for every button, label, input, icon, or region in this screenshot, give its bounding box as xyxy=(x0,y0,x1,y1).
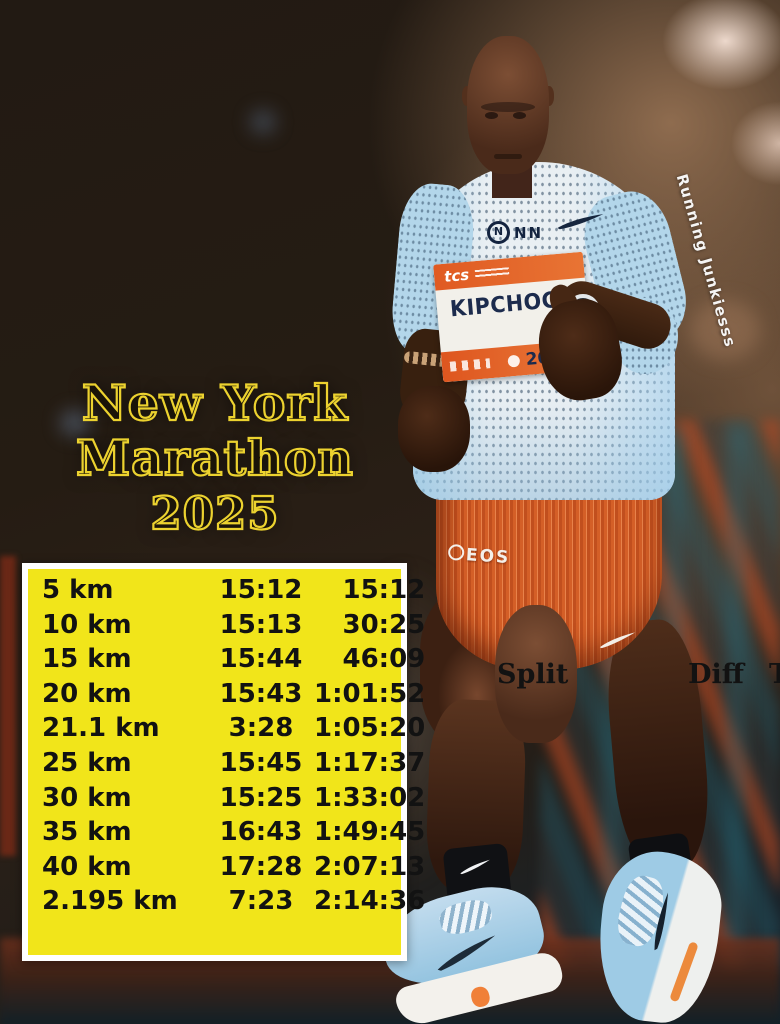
nike-swoosh-icon xyxy=(460,859,490,875)
bokeh-spot xyxy=(250,110,276,134)
tcs-logo: tcs xyxy=(443,265,470,286)
nike-swoosh-icon xyxy=(557,214,604,230)
ineos-ring-icon xyxy=(447,543,465,561)
bib-sponsor-marks xyxy=(449,358,491,372)
table-row: 20 km 15:43 1:01:52 xyxy=(42,678,426,709)
nike-swoosh-icon xyxy=(599,632,636,649)
title-line-2: Marathon xyxy=(75,429,355,487)
table-row: 10 km 15:13 30:25 xyxy=(42,609,426,640)
ineos-logo-text: EOS xyxy=(465,545,511,569)
table-row: 21.1 km 3:28 1:05:20 xyxy=(42,713,426,744)
table-row: 5 km 15:12 15:12 xyxy=(42,575,426,606)
nike-swoosh-icon xyxy=(654,892,669,951)
table-row: 2.195 km 7:23 2:14:36 xyxy=(42,886,426,917)
table-row: 15 km 15:44 46:09 xyxy=(42,644,426,675)
splits-table-header: Split Diff Time xyxy=(495,605,780,743)
nike-swoosh-icon xyxy=(437,935,496,971)
nn-team-text: NN xyxy=(514,224,544,242)
table-row: 35 km 16:43 1:49:45 xyxy=(42,817,426,848)
nn-running-team-logo-icon: N xyxy=(487,221,510,244)
blurred-left-post xyxy=(0,556,16,856)
bokeh-spot xyxy=(60,410,90,436)
table-row: 30 km 15:25 1:33:02 xyxy=(42,782,426,813)
table-row: 25 km 15:45 1:17:37 xyxy=(42,747,426,778)
runner-back-shoe xyxy=(591,846,727,1024)
table-row: 40 km 17:28 2:07:13 xyxy=(42,851,426,882)
title-line-1: New York xyxy=(81,374,349,432)
bokeh-spot xyxy=(690,300,760,360)
title-line-3: 2025 xyxy=(149,486,280,541)
runner-head xyxy=(467,36,549,174)
page-title: New York Marathon 2025 xyxy=(58,374,372,541)
tcs-subtext-marks xyxy=(474,267,510,279)
ineos-logo: EOS xyxy=(447,543,511,569)
runner-front-sock xyxy=(442,842,514,920)
runner-front-shoe xyxy=(374,873,566,1024)
marathon-badge-icon xyxy=(507,354,521,368)
header-diff: Diff xyxy=(688,658,744,690)
runner-back-leg xyxy=(601,616,715,874)
runner-right-fist xyxy=(398,386,470,472)
splits-table: Split Diff Time 5 km 15:12 15:12 10 km 1… xyxy=(22,563,780,961)
header-split: Split xyxy=(497,658,569,690)
header-time: Time xyxy=(769,658,780,690)
